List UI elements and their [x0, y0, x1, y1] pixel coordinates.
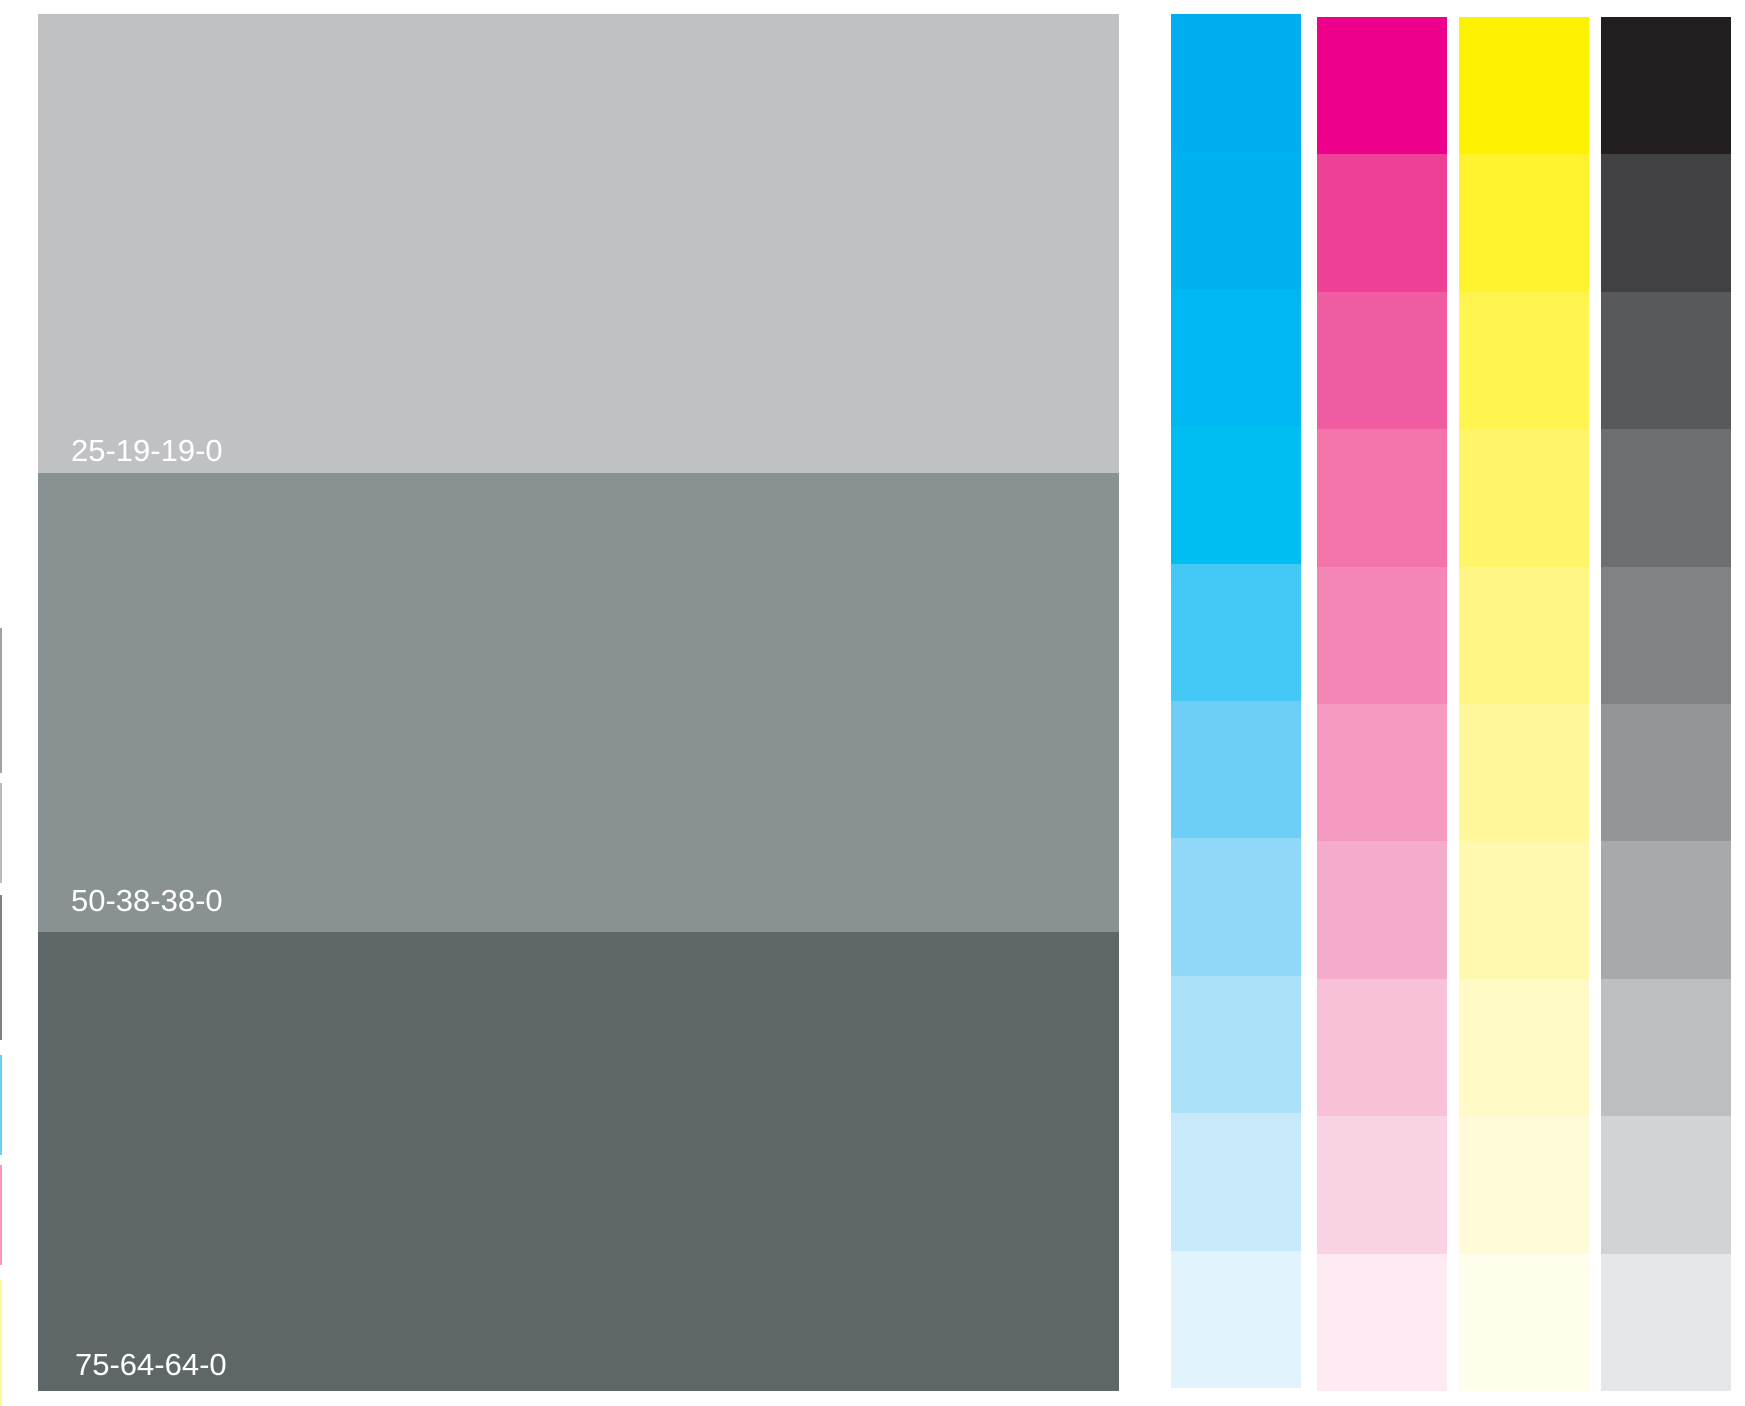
gray-swatch-50-38-38-0: 50-38-38-0 — [38, 473, 1119, 932]
black-tint-ramp — [1601, 17, 1731, 1392]
black-tint-step-5 — [1601, 566, 1731, 705]
black-tint-step-9 — [1601, 1116, 1731, 1254]
black-tint-step-1 — [1601, 17, 1731, 155]
black-tint-step-2 — [1601, 154, 1731, 292]
cyan-tint-step-10 — [1171, 1250, 1301, 1389]
cropped-edge-mark — [0, 895, 2, 1040]
cyan-tint-step-2 — [1171, 151, 1301, 289]
magenta-tint-step-4 — [1317, 429, 1447, 567]
magenta-tint-step-10 — [1317, 1253, 1447, 1392]
cropped-edge-mark — [0, 783, 2, 883]
black-tint-step-8 — [1601, 978, 1731, 1117]
yellow-tint-step-7 — [1459, 841, 1589, 979]
swatch-label: 50-38-38-0 — [71, 883, 223, 918]
black-tint-step-7 — [1601, 841, 1731, 979]
yellow-tint-step-9 — [1459, 1116, 1589, 1254]
cyan-tint-step-7 — [1171, 838, 1301, 976]
magenta-tint-step-5 — [1317, 566, 1447, 705]
cropped-edge-mark — [0, 1055, 2, 1155]
cyan-tint-step-9 — [1171, 1113, 1301, 1251]
magenta-tint-step-2 — [1317, 154, 1447, 292]
yellow-tint-step-4 — [1459, 429, 1589, 567]
black-tint-step-10 — [1601, 1253, 1731, 1392]
magenta-tint-step-3 — [1317, 291, 1447, 430]
cyan-tint-step-1 — [1171, 14, 1301, 152]
yellow-tint-step-5 — [1459, 566, 1589, 705]
yellow-tint-step-3 — [1459, 291, 1589, 430]
black-tint-step-6 — [1601, 704, 1731, 842]
black-tint-step-4 — [1601, 429, 1731, 567]
yellow-tint-step-10 — [1459, 1253, 1589, 1392]
black-tint-step-3 — [1601, 291, 1731, 430]
gray-swatch-25-19-19-0: 25-19-19-0 — [38, 14, 1119, 473]
magenta-tint-step-9 — [1317, 1116, 1447, 1254]
cropped-edge-mark — [0, 628, 2, 773]
magenta-tint-ramp — [1317, 17, 1447, 1392]
cropped-edge-mark — [0, 1280, 2, 1406]
gray-swatch-75-64-64-0: 75-64-64-0 — [38, 932, 1119, 1391]
swatch-label: 25-19-19-0 — [71, 433, 223, 468]
magenta-tint-step-7 — [1317, 841, 1447, 979]
cyan-tint-step-3 — [1171, 288, 1301, 427]
yellow-tint-step-1 — [1459, 17, 1589, 155]
cyan-tint-ramp — [1171, 14, 1301, 1389]
yellow-tint-step-2 — [1459, 154, 1589, 292]
cropped-edge-mark — [0, 1165, 2, 1265]
yellow-tint-ramp — [1459, 17, 1589, 1392]
cyan-tint-step-5 — [1171, 563, 1301, 702]
yellow-tint-step-6 — [1459, 704, 1589, 842]
magenta-tint-step-8 — [1317, 978, 1447, 1117]
cyan-tint-step-8 — [1171, 975, 1301, 1114]
cyan-tint-step-4 — [1171, 426, 1301, 564]
magenta-tint-step-1 — [1317, 17, 1447, 155]
swatch-label: 75-64-64-0 — [75, 1347, 227, 1382]
magenta-tint-step-6 — [1317, 704, 1447, 842]
yellow-tint-step-8 — [1459, 978, 1589, 1117]
cyan-tint-step-6 — [1171, 701, 1301, 839]
